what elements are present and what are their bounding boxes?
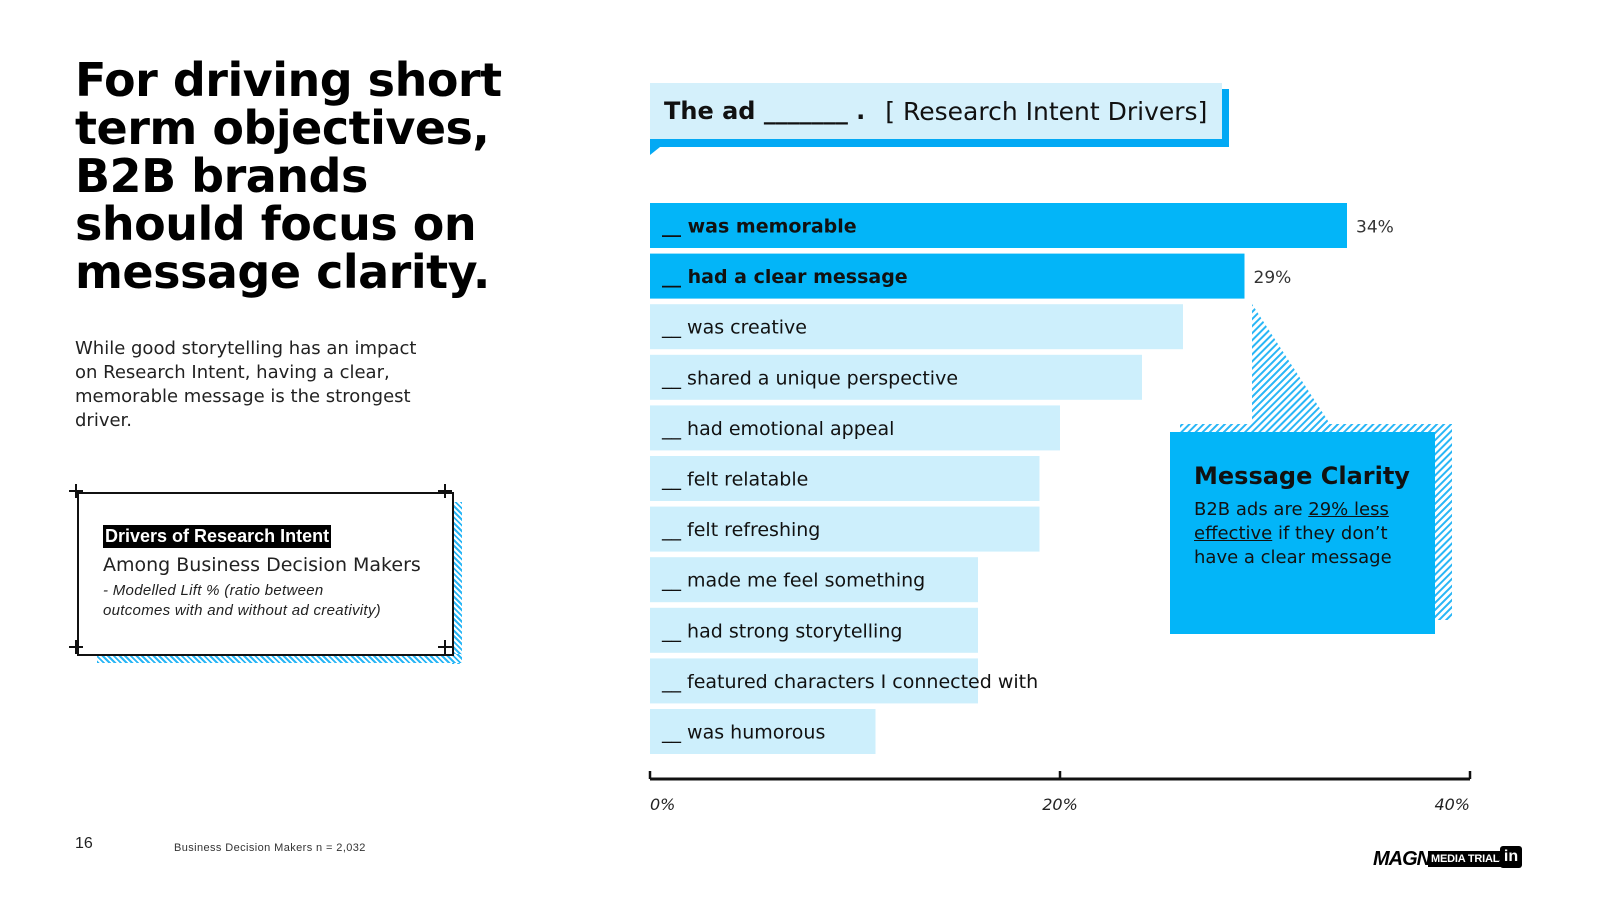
bar-category-label: __ had strong storytelling xyxy=(661,620,902,642)
bar xyxy=(650,658,978,704)
key-box-subtitle: Among Business Decision Makers xyxy=(103,554,421,576)
bar-category-label: __ featured characters I connected with xyxy=(661,671,1038,693)
callout-box: Message Clarity B2B ads are 29% less eff… xyxy=(1170,432,1435,634)
callout-text-before: B2B ads are xyxy=(1194,499,1309,520)
bar xyxy=(650,607,978,653)
bar xyxy=(650,506,1040,552)
bar xyxy=(650,557,978,603)
corner-mark-icon xyxy=(69,484,83,498)
banner-tail-icon xyxy=(650,139,670,155)
linkedin-logo-icon: in xyxy=(1500,846,1522,868)
bar-value-label: 34% xyxy=(1356,218,1394,238)
key-box-title: Drivers of Research Intent xyxy=(103,525,332,548)
key-box-hatch-right xyxy=(452,502,462,664)
bar-category-label: __ was creative xyxy=(661,317,807,339)
bar-category-label: __ had emotional appeal xyxy=(661,418,894,440)
bar-category-label: __ felt refreshing xyxy=(661,519,820,541)
x-axis-tick-label: 20% xyxy=(1042,795,1078,814)
bar-category-label: __ felt relatable xyxy=(661,469,808,491)
corner-mark-icon xyxy=(69,640,83,654)
corner-mark-icon xyxy=(438,484,452,498)
callout-title: Message Clarity xyxy=(1194,462,1410,490)
bar xyxy=(650,405,1060,451)
key-box-note: - Modelled Lift % (ratio between outcome… xyxy=(103,582,381,619)
bar xyxy=(650,456,1040,501)
banner-tag: [ Research Intent Drivers] xyxy=(885,96,1208,126)
bar-category-label: __ shared a unique perspective xyxy=(661,367,958,389)
x-axis-tick-label: 0% xyxy=(650,795,675,814)
bar-category-label: __ was humorous xyxy=(661,722,825,744)
callout-text-after: if they don’t have a clear message xyxy=(1194,523,1392,568)
media-trials-logo: MEDIA TRIALS xyxy=(1428,851,1510,867)
bar-category-label: __ made me feel something xyxy=(661,570,925,592)
callout-text: B2B ads are 29% less effective if they d… xyxy=(1194,498,1411,570)
bar xyxy=(650,709,876,754)
x-axis-tick-label: 40% xyxy=(1434,795,1470,814)
bar xyxy=(650,253,1245,299)
bar-value-label: 29% xyxy=(1254,268,1292,288)
chart-key-box: Drivers of Research Intent Among Busines… xyxy=(69,484,462,664)
page-number: 16 xyxy=(75,835,93,852)
bar-category-label: __ was memorable xyxy=(662,216,857,238)
bar-category-label: __ had a clear message xyxy=(662,266,908,288)
question-banner: The ad _______ . [ Research Intent Drive… xyxy=(650,83,1230,163)
magna-logo: MAGNA xyxy=(1373,848,1445,870)
bar xyxy=(650,304,1183,350)
key-box-hatch-bottom xyxy=(97,654,462,663)
page-title: For driving short term objectives, B2B b… xyxy=(75,53,502,299)
banner-lead: The ad _______ . xyxy=(664,97,866,125)
corner-mark-icon xyxy=(438,640,452,654)
bar xyxy=(650,203,1347,248)
key-box-frame xyxy=(77,492,454,656)
banner-face: The ad _______ . [ Research Intent Drive… xyxy=(650,83,1222,139)
page-subtext: While good storytelling has an impact on… xyxy=(75,338,417,431)
callout-highlight: 29% less effective xyxy=(1194,499,1389,544)
bar xyxy=(650,354,1142,400)
sample-footnote: Business Decision Makers n = 2,032 xyxy=(174,842,366,854)
